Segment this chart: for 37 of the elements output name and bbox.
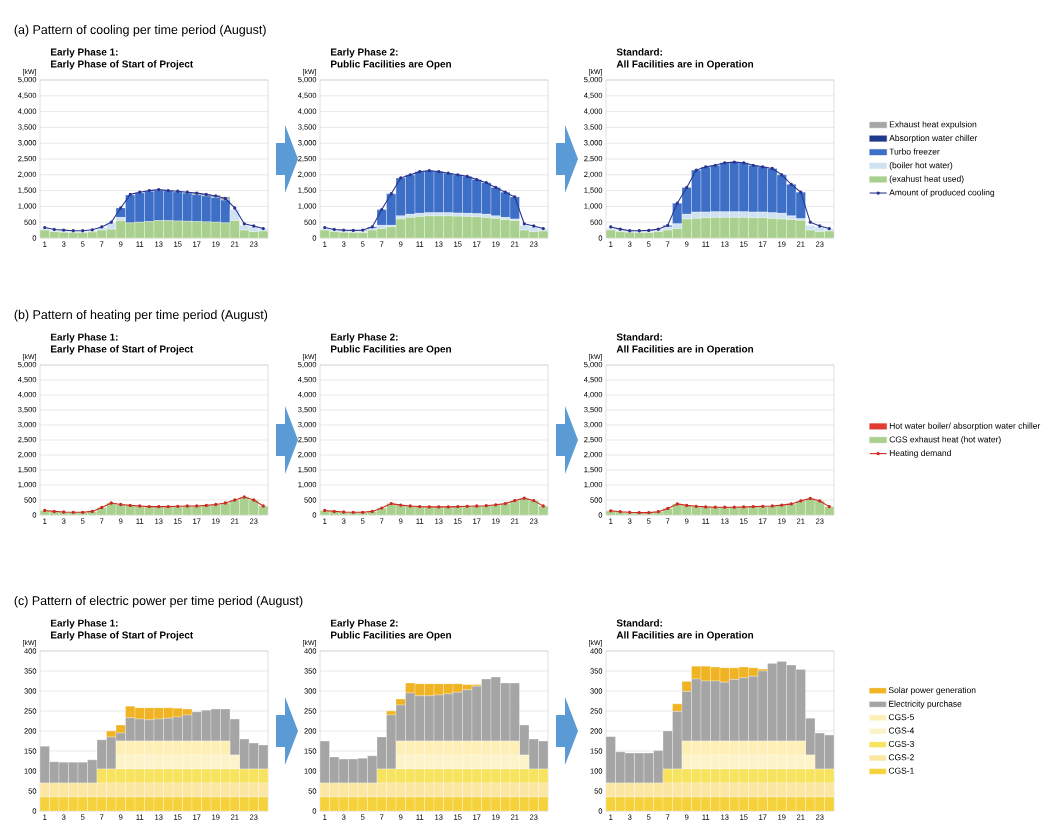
- chart-title: Standard:: [616, 333, 662, 341]
- chart-subtitle: Early Phase of Start of Project: [51, 631, 194, 641]
- legend-label: (exahust heat used): [889, 175, 964, 184]
- legend-label: Solar power generation: [888, 686, 976, 695]
- chart-subtitle: Public Facilities are Open: [331, 345, 451, 355]
- chart-title: Early Phase 1:: [51, 333, 118, 343]
- legend-label: CGS-5: [888, 714, 914, 721]
- legend-label: CGS-1: [888, 767, 914, 774]
- text: (b) Pattern of heating per time period (August): [14, 309, 268, 322]
- text: (c) Pattern of electric power per time period (August): [14, 595, 303, 608]
- chart-title: Early Phase 2:: [331, 48, 398, 58]
- legend-label: Absorption water chiller: [889, 134, 978, 143]
- chart-subtitle: Early Phase of Start of Project: [51, 345, 194, 355]
- legend-label: Electricity purchase: [889, 700, 962, 709]
- chart-title: Standard:: [616, 619, 662, 627]
- chart-subtitle: Early Phase of Start of Project: [51, 60, 194, 70]
- legend-label: Turbo freezer: [889, 148, 940, 155]
- chart-title: Standard:: [616, 48, 662, 56]
- chart-subtitle: All Facilities are in Operation: [616, 345, 754, 355]
- chart-subtitle: Public Facilities are Open: [331, 631, 451, 641]
- chart-title: Early Phase 1:: [51, 48, 118, 58]
- chart-title: Early Phase 2:: [331, 619, 398, 629]
- legend-label: (boiler hot water): [889, 161, 953, 170]
- legend-label: CGS-3: [888, 740, 914, 747]
- legend-label: Exhaust heat expulsion: [889, 121, 977, 130]
- chart-subtitle: All Facilities are in Operation: [616, 631, 754, 641]
- chart-title: Early Phase 2:: [331, 333, 398, 343]
- legend-label: Heating demand: [889, 449, 951, 458]
- legend-label: CGS-2: [888, 754, 914, 761]
- legend-label: Amount of produced cooling: [889, 189, 995, 198]
- chart-subtitle: All Facilities are in Operation: [616, 60, 754, 70]
- text: (a) Pattern of cooling per time period (August): [14, 24, 266, 37]
- legend-label: CGS exhaust heat (hot water): [889, 436, 1001, 445]
- chart-subtitle: Public Facilities are Open: [331, 60, 451, 70]
- legend-label: Hot water boiler/ absorption water chiller: [889, 422, 1041, 431]
- legend-label: CGS-4: [888, 727, 915, 734]
- chart-title: Early Phase 1:: [51, 619, 118, 629]
